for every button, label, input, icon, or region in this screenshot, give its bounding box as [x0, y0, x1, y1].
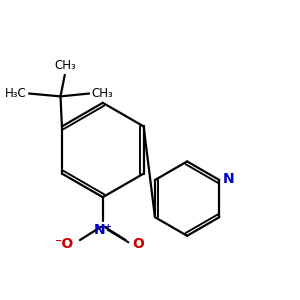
Text: H₃C: H₃C: [5, 87, 27, 100]
Text: CH₃: CH₃: [92, 87, 113, 100]
Text: N⁺: N⁺: [93, 223, 112, 237]
Text: O: O: [132, 237, 144, 251]
Text: N: N: [223, 172, 234, 187]
Text: ⁻O: ⁻O: [54, 237, 73, 251]
Text: CH₃: CH₃: [54, 58, 76, 71]
